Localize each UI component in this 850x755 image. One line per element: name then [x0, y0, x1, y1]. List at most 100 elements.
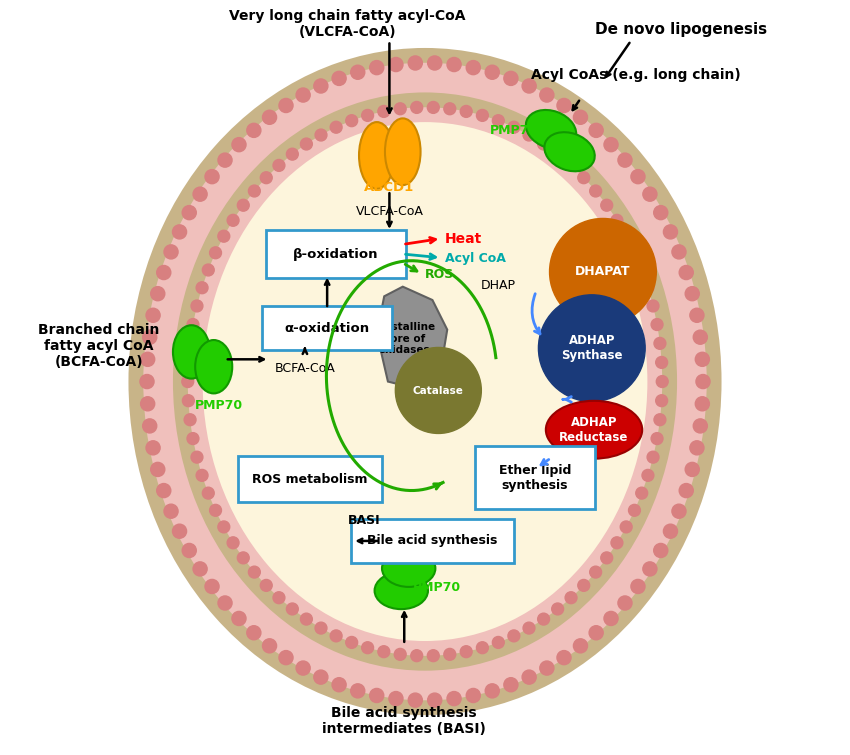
- Circle shape: [447, 692, 461, 706]
- Circle shape: [146, 308, 160, 322]
- Circle shape: [643, 187, 657, 202]
- Circle shape: [504, 71, 518, 85]
- Text: α-oxidation: α-oxidation: [285, 322, 370, 334]
- FancyBboxPatch shape: [263, 306, 392, 350]
- Circle shape: [286, 148, 298, 160]
- Ellipse shape: [544, 132, 595, 171]
- Circle shape: [565, 592, 577, 604]
- Circle shape: [690, 441, 704, 455]
- Circle shape: [187, 319, 199, 331]
- Circle shape: [378, 106, 390, 117]
- Text: DHAPAT: DHAPAT: [575, 265, 631, 279]
- Ellipse shape: [359, 122, 394, 189]
- Circle shape: [227, 214, 239, 226]
- Circle shape: [574, 639, 587, 653]
- Circle shape: [315, 622, 327, 634]
- Circle shape: [140, 353, 155, 366]
- Circle shape: [260, 580, 272, 591]
- Circle shape: [314, 79, 328, 93]
- Circle shape: [173, 225, 187, 239]
- Circle shape: [467, 60, 480, 75]
- Circle shape: [663, 225, 677, 239]
- Circle shape: [620, 230, 632, 242]
- Text: Acyl CoA: Acyl CoA: [445, 252, 506, 265]
- Circle shape: [611, 214, 623, 226]
- Circle shape: [618, 153, 632, 167]
- Circle shape: [690, 308, 704, 322]
- FancyBboxPatch shape: [266, 230, 405, 278]
- Circle shape: [538, 613, 550, 625]
- Circle shape: [552, 603, 564, 615]
- Circle shape: [508, 122, 520, 133]
- Circle shape: [522, 670, 536, 684]
- Circle shape: [636, 487, 648, 499]
- Circle shape: [237, 552, 249, 564]
- Circle shape: [273, 592, 285, 604]
- Circle shape: [140, 374, 154, 389]
- Circle shape: [538, 294, 645, 402]
- Text: PMP70: PMP70: [413, 581, 461, 594]
- Text: ROS metabolism: ROS metabolism: [252, 473, 368, 486]
- Text: VLCFA-CoA: VLCFA-CoA: [355, 205, 423, 217]
- Circle shape: [694, 330, 707, 344]
- Circle shape: [182, 544, 196, 557]
- Polygon shape: [377, 287, 447, 389]
- Circle shape: [370, 689, 383, 703]
- Circle shape: [540, 661, 554, 675]
- Circle shape: [156, 266, 171, 279]
- FancyBboxPatch shape: [474, 446, 595, 510]
- Circle shape: [655, 356, 667, 368]
- Text: Very long chain fatty acyl-CoA
(VLCFA-CoA): Very long chain fatty acyl-CoA (VLCFA-Co…: [229, 9, 466, 39]
- Circle shape: [332, 71, 346, 85]
- Circle shape: [140, 396, 155, 411]
- Ellipse shape: [196, 340, 232, 393]
- Circle shape: [523, 622, 535, 634]
- Circle shape: [508, 630, 520, 642]
- Text: Bile acid synthesis: Bile acid synthesis: [367, 535, 497, 547]
- Circle shape: [628, 504, 640, 516]
- Circle shape: [164, 504, 178, 518]
- Circle shape: [485, 684, 499, 698]
- Circle shape: [196, 282, 208, 294]
- Circle shape: [631, 579, 645, 593]
- Circle shape: [389, 57, 403, 72]
- Circle shape: [411, 650, 422, 661]
- Circle shape: [346, 115, 358, 127]
- Circle shape: [663, 524, 677, 538]
- Circle shape: [196, 470, 208, 481]
- Circle shape: [232, 612, 246, 625]
- Circle shape: [218, 596, 232, 610]
- Circle shape: [492, 115, 504, 127]
- Circle shape: [182, 376, 194, 387]
- Ellipse shape: [144, 63, 706, 701]
- Circle shape: [604, 612, 618, 625]
- Circle shape: [150, 287, 165, 300]
- Text: BASI: BASI: [348, 514, 381, 528]
- Circle shape: [685, 462, 700, 476]
- Text: Crystalline
core of
oxidases: Crystalline core of oxidases: [372, 322, 436, 355]
- Circle shape: [218, 230, 230, 242]
- Ellipse shape: [202, 122, 648, 641]
- Circle shape: [578, 172, 590, 183]
- Circle shape: [590, 185, 602, 197]
- FancyBboxPatch shape: [238, 457, 382, 502]
- Circle shape: [477, 642, 488, 654]
- Circle shape: [164, 245, 178, 259]
- Circle shape: [643, 562, 657, 576]
- Circle shape: [647, 300, 659, 312]
- Circle shape: [187, 433, 199, 445]
- Circle shape: [184, 337, 196, 350]
- Circle shape: [628, 247, 640, 259]
- Circle shape: [589, 626, 604, 639]
- Ellipse shape: [173, 92, 677, 670]
- Text: ROS: ROS: [425, 268, 454, 282]
- Ellipse shape: [128, 48, 722, 715]
- Text: Heat: Heat: [445, 233, 482, 246]
- Circle shape: [205, 579, 219, 593]
- Circle shape: [370, 60, 383, 75]
- Circle shape: [444, 103, 456, 115]
- Circle shape: [263, 639, 276, 653]
- Circle shape: [314, 670, 328, 684]
- Ellipse shape: [173, 325, 210, 378]
- Circle shape: [273, 159, 285, 171]
